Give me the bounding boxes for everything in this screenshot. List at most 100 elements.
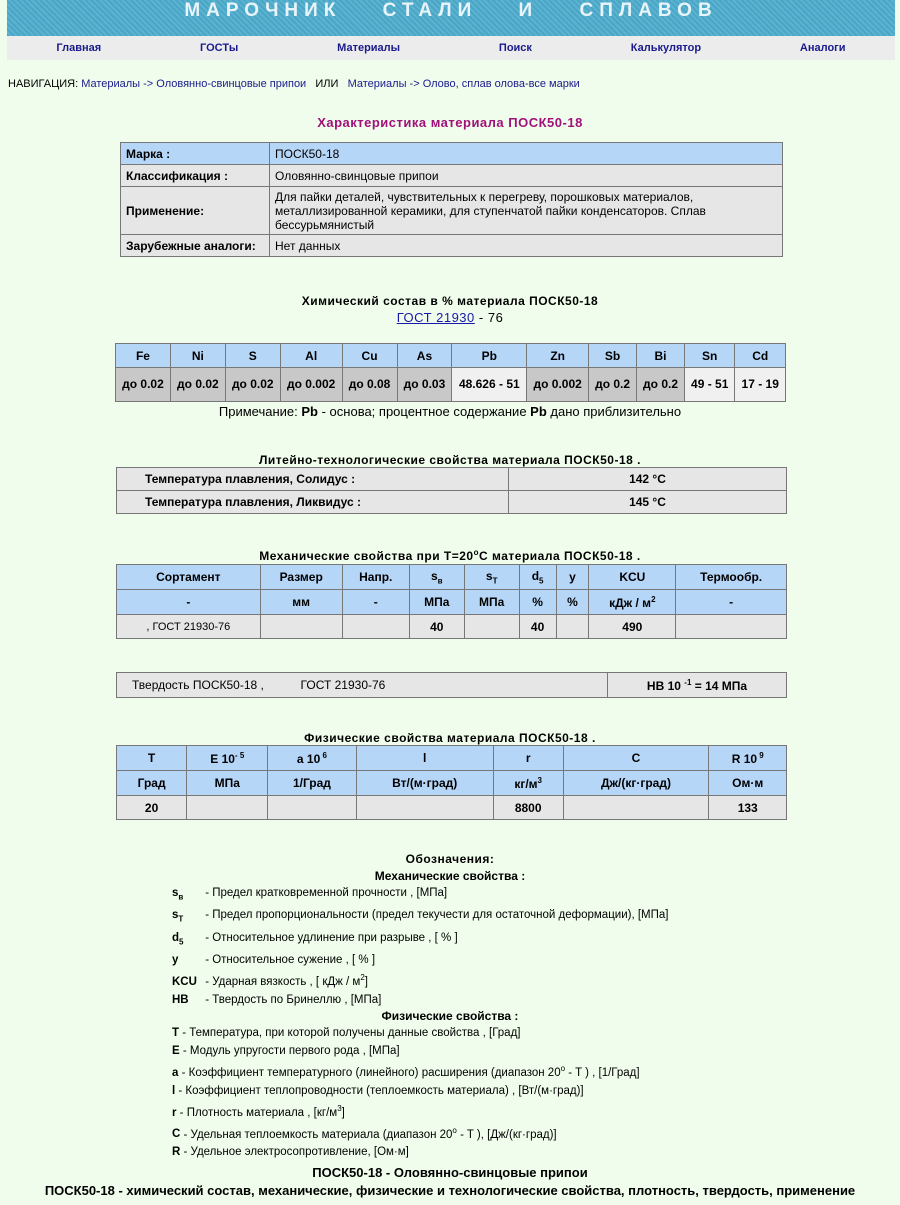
note-text: дано приблизительно: [546, 404, 682, 419]
cell-text: Сортамент: [156, 570, 221, 584]
table-cell: 49 - 51: [683, 367, 736, 402]
legend-sub: T: [178, 914, 184, 924]
legend-item: E - Модуль упругости первого рода , [МПа…: [172, 1042, 640, 1060]
table-cell: Оловянно-свинцовые припои: [269, 164, 783, 187]
mechanical-table: Сортамент Размер Напр. sв sT d5 y KCU Термообр. -…: [116, 564, 787, 639]
chem-value-row: до 0.02 до 0.02 до 0.02 до 0.002 до 0.08 до 0…: [115, 367, 786, 402]
legend-item: KCU - Ударная вязкость , [ кДж / м2]: [172, 969, 668, 991]
note-pb: Pb: [530, 404, 547, 419]
breadcrumb-link-2[interactable]: Материалы -> Олово, сплав олова-все марк…: [347, 78, 580, 90]
table-cell: Вт/(м·град): [355, 770, 494, 796]
legend-symbol: l: [172, 1084, 176, 1097]
table-cell: C: [562, 745, 710, 771]
note-text: - основа; процентное содержание: [318, 404, 531, 419]
table-cell: [555, 614, 590, 639]
table-cell: [267, 795, 357, 820]
site-title: МАРОЧНИК СТАЛИ И СПЛАВОВ: [184, 0, 718, 21]
table-cell: Ni: [169, 343, 226, 368]
nav-gosts[interactable]: ГОСТы: [200, 42, 239, 54]
gost-link[interactable]: ГОСТ 21930: [396, 310, 475, 325]
table-cell: Напр.: [341, 564, 410, 590]
phys-row: 20 8800 133: [115, 795, 787, 820]
table-cell: r: [492, 745, 564, 771]
table-cell: [341, 614, 410, 639]
cell-text: МПа: [214, 776, 240, 790]
legend-phys-list: T - Температура, при которой получены да…: [172, 1024, 640, 1161]
cell-text: E 10: [210, 751, 235, 766]
footer-line-2: ПОСК50-18 - химический состав, механичес…: [44, 1183, 856, 1198]
legend-symbol: HB: [172, 993, 189, 1006]
legend-title: Обозначения:: [405, 852, 495, 866]
table-cell: Марка :: [120, 142, 270, 165]
cast-title: Литейно-технологические свойства материа…: [258, 453, 641, 467]
table-cell: 17 - 19: [734, 367, 786, 402]
cell-text: C: [631, 751, 641, 765]
cell-text: Размер: [279, 570, 323, 584]
chem-note: Примечание: Pb - основа; процентное соде…: [0, 404, 900, 419]
table-cell: Zn: [526, 343, 590, 368]
mech-row: , ГОСТ 21930-76 40 40 490: [116, 614, 787, 639]
table-cell: Термообр.: [675, 564, 787, 590]
cell-text: a 10: [296, 751, 321, 766]
table-cell: МПа: [463, 589, 520, 615]
cell-text: кг/м: [514, 776, 538, 791]
cell-sub: в: [437, 576, 443, 586]
note-text: Примечание:: [218, 404, 302, 419]
cell-text: Напр.: [359, 570, 393, 584]
cell-sup: 2: [651, 594, 656, 604]
breadcrumb-or: ИЛИ: [315, 78, 339, 90]
table-cell: до 0.02: [115, 367, 171, 402]
legend-end: ]: [364, 975, 368, 988]
chem-title: Химический состав в % материала ПОСК50-1…: [301, 294, 599, 308]
nav-search[interactable]: Поиск: [498, 42, 532, 54]
legend-symbol: a: [172, 1066, 179, 1079]
cell-text: Вт/(м·град): [392, 776, 458, 790]
legend-sub: в: [178, 892, 184, 902]
cell-text: T: [147, 751, 156, 765]
legend-item: T - Температура, при которой получены да…: [172, 1024, 640, 1042]
legend-symbol: y: [172, 953, 179, 966]
legend-desc: - Коэффициент температурного (линейного)…: [178, 1066, 561, 1079]
table-cell: a 10 6: [267, 745, 357, 771]
table-cell: 490: [588, 614, 677, 639]
cell-text: -: [729, 595, 734, 609]
table-cell: [355, 795, 494, 820]
table-cell: Cd: [734, 343, 786, 368]
legend-symbol: sв: [172, 887, 184, 902]
table-cell: KCU: [588, 564, 677, 590]
hardness-label: Твердость ПОСК50-18 ,: [132, 678, 264, 692]
legend-mech-list: sв - Предел кратковременной прочности , …: [172, 884, 668, 1009]
cast-row: Температура плавления, Ликвидус :145 °C: [116, 490, 787, 514]
cell-sub: T: [492, 576, 498, 586]
legend-symbol: T: [172, 1027, 180, 1039]
table-cell: -: [341, 589, 410, 615]
table-cell: 40: [518, 614, 557, 639]
table-cell: Al: [279, 343, 343, 368]
legend-phys-title: Физические свойства :: [381, 1009, 519, 1023]
cell-text: -: [186, 595, 191, 609]
cell-text: кДж / м: [609, 595, 652, 610]
nav-analogs[interactable]: Аналоги: [799, 42, 846, 54]
legend-symbol: r: [172, 1106, 177, 1119]
table-cell: y: [555, 564, 590, 590]
cell-text: Град: [137, 776, 166, 790]
nav-home[interactable]: Главная: [56, 42, 102, 54]
legend-desc: - Температура, при которой получены данн…: [179, 1027, 521, 1039]
page-title: Характеристика материала ПОСК50-18: [317, 115, 583, 130]
table-cell: l: [355, 745, 494, 771]
table-cell: 145 °C: [508, 490, 787, 514]
casting-table: Температура плавления, Солидус :142 °C Те…: [116, 467, 787, 514]
table-cell: -: [675, 589, 787, 615]
table-cell: 142 °C: [508, 467, 787, 491]
nav-materials[interactable]: Материалы: [337, 42, 401, 54]
table-cell: , ГОСТ 21930-76: [116, 614, 261, 639]
cell-text: -: [373, 595, 378, 609]
breadcrumb: НАВИГАЦИЯ: Материалы -> Оловянно-свинцов…: [8, 78, 580, 90]
legend-desc: - Удельная теплоемкость материала (диапа…: [180, 1128, 453, 1141]
legend-sup: 2: [360, 972, 365, 982]
table-cell: 1/Град: [267, 770, 357, 796]
mech-header-row: Сортамент Размер Напр. sв sT d5 y KCU Термообр.: [116, 564, 787, 590]
nav-calculator[interactable]: Калькулятор: [630, 42, 702, 54]
breadcrumb-link-1[interactable]: Материалы -> Оловянно-свинцовые припои: [81, 78, 307, 90]
top-nav: Главная ГОСТы Материалы Поиск Калькулято…: [7, 36, 895, 60]
